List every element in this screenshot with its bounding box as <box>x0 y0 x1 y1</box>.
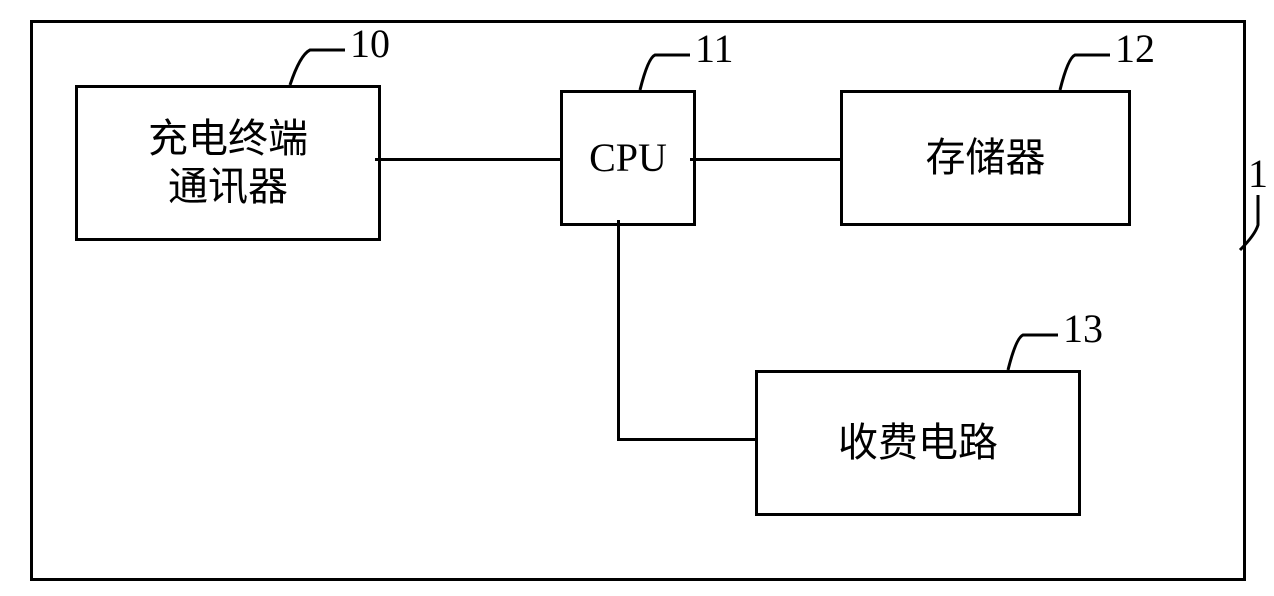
label-outer: 1 <box>1248 150 1268 197</box>
leader-outer <box>0 0 1274 596</box>
